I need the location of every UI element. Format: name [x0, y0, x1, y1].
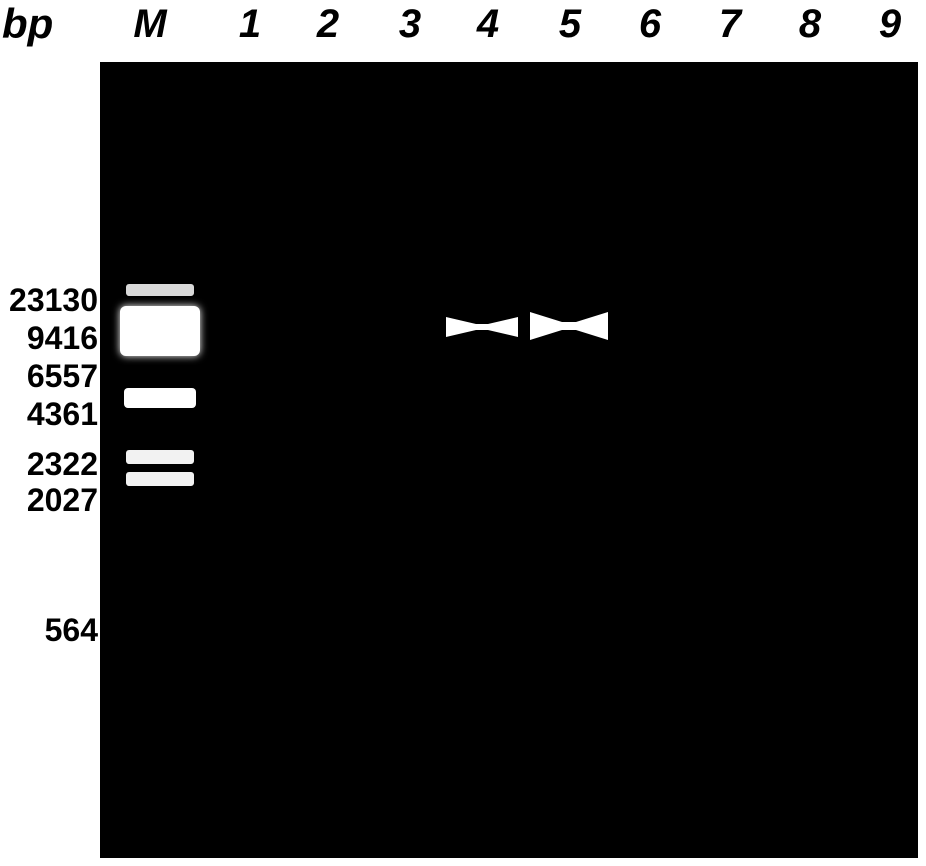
marker-label-2027: 2027	[27, 482, 98, 519]
marker-label-2322: 2322	[27, 446, 98, 483]
ladder-band-2322	[126, 450, 194, 464]
ladder-band-23130	[126, 284, 194, 296]
ladder-band-4361	[124, 388, 196, 408]
ladder-band-9416	[120, 306, 200, 356]
gel-image-area	[100, 62, 918, 858]
marker-label-9416: 9416	[27, 320, 98, 357]
sample-band-lane5	[530, 310, 608, 342]
lane-label-4: 4	[458, 2, 518, 47]
lane-label-6: 6	[620, 2, 680, 47]
lane-label-M: M	[120, 2, 180, 47]
unit-label: bp	[2, 0, 53, 48]
lane-label-9: 9	[860, 2, 920, 47]
lane-label-5: 5	[540, 2, 600, 47]
gel-figure: bp M 1 2 3 4 5 6 7 8 9 23130 9416 6557 4…	[0, 0, 926, 866]
lane-label-2: 2	[298, 2, 358, 47]
lane-label-8: 8	[780, 2, 840, 47]
marker-label-23130: 23130	[9, 282, 98, 319]
sample-band-lane4	[446, 314, 518, 340]
lane-label-1: 1	[220, 2, 280, 47]
lane-label-7: 7	[700, 2, 760, 47]
ladder-band-2027	[126, 472, 194, 486]
lane-label-3: 3	[380, 2, 440, 47]
marker-label-6557: 6557	[27, 358, 98, 395]
marker-label-564: 564	[45, 612, 98, 649]
marker-label-4361: 4361	[27, 396, 98, 433]
